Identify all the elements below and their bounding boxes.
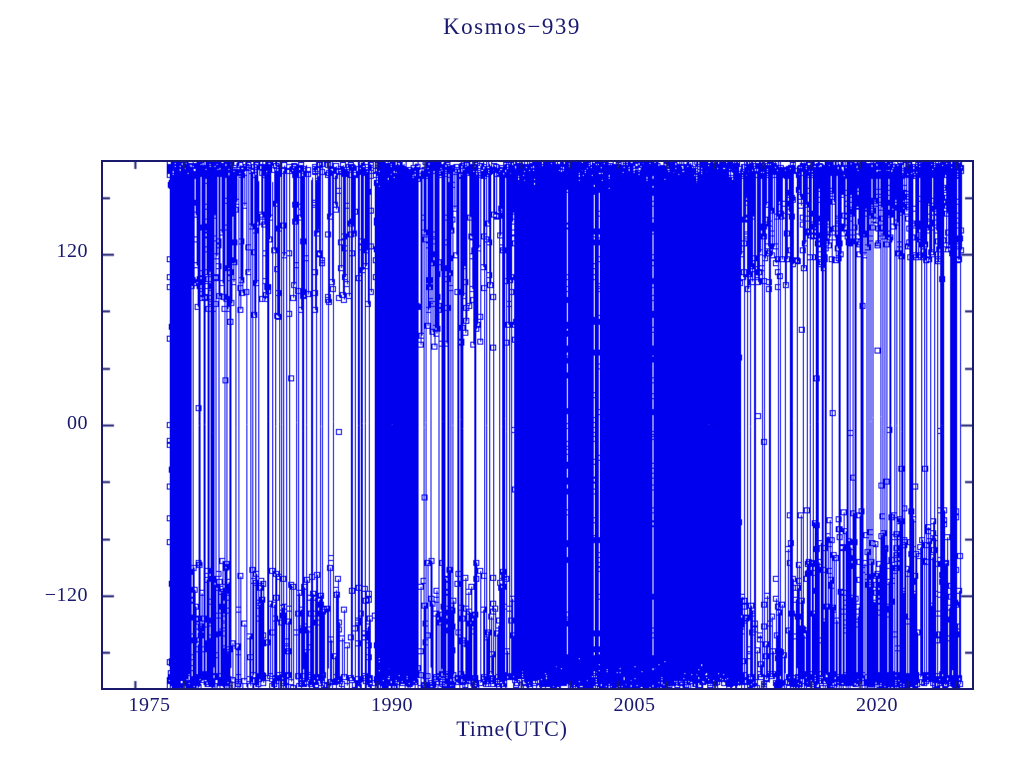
x-tick-label: 1975 bbox=[128, 694, 171, 716]
y-tick-label: 120 bbox=[56, 240, 88, 263]
x-tick-label: 2020 bbox=[856, 694, 898, 716]
page-title: Kosmos−939 bbox=[443, 14, 581, 39]
x-tick-label: 1990 bbox=[371, 694, 413, 716]
y-tick-label-group: 120 00 −120 bbox=[0, 160, 88, 690]
plot-area bbox=[101, 160, 974, 690]
x-tick-label-group: 1975 1990 2005 2020 bbox=[101, 694, 974, 726]
data-series-canvas bbox=[103, 162, 972, 688]
y-tick-label: −120 bbox=[44, 583, 88, 606]
x-axis-title: Time(UTC) bbox=[456, 716, 568, 741]
x-tick-label: 2005 bbox=[613, 694, 656, 716]
y-tick-label: 00 bbox=[67, 412, 88, 434]
